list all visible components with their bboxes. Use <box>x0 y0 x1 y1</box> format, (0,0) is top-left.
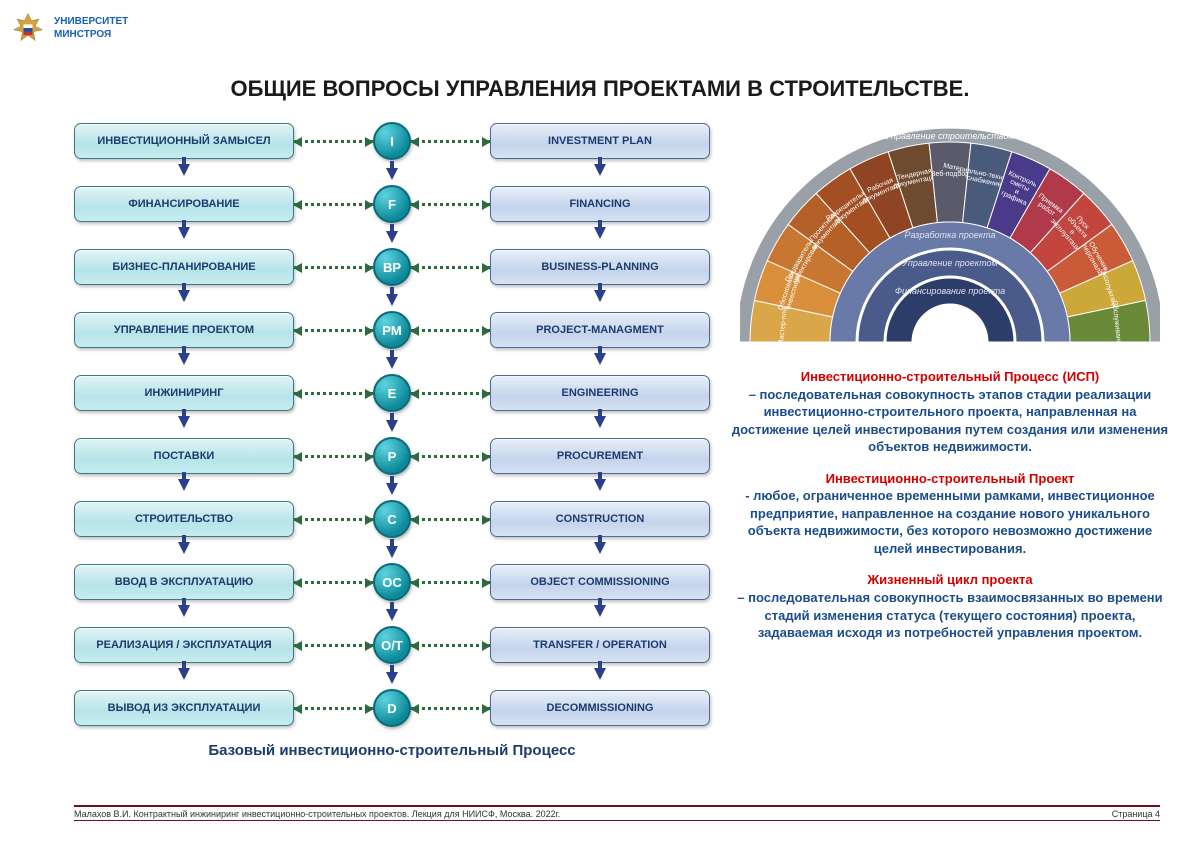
right-panel: Мастер-планОбоснованиеинвестицийПредвари… <box>730 120 1170 656</box>
connector-left <box>294 455 373 458</box>
connector-right <box>411 518 490 521</box>
connector-left <box>294 707 373 710</box>
flow-box-en: OBJECT COMMISSIONING <box>490 564 710 600</box>
svg-text:Финансирование проекта: Финансирование проекта <box>895 286 1005 296</box>
flow-code-circle: D <box>373 689 411 727</box>
org-line1: УНИВЕРСИТЕТ <box>54 15 128 28</box>
flow-row: ПОСТАВКИ P PROCUREMENT <box>74 435 710 477</box>
definition-title: Жизненный цикл проекта <box>730 571 1170 589</box>
flow-box-ru: СТРОИТЕЛЬСТВО <box>74 501 294 537</box>
flowchart-caption: Базовый инвестиционно-строительный Проце… <box>74 742 710 759</box>
semicircle-diagram: Мастер-планОбоснованиеинвестицийПредвари… <box>740 120 1160 350</box>
footer: Малахов В.И. Контрактный инжиниринг инве… <box>74 805 1160 821</box>
flow-box-en: CONSTRUCTION <box>490 501 710 537</box>
flow-box-ru: ИНЖИНИРИНГ <box>74 375 294 411</box>
flow-row: ВЫВОД ИЗ ЭКСПЛУАТАЦИИ D DECOMMISSIONING <box>74 687 710 729</box>
flow-box-en: DECOMMISSIONING <box>490 690 710 726</box>
flow-row: ФИНАНСИРОВАНИЕ F FINANCING <box>74 183 710 225</box>
connector-right <box>411 455 490 458</box>
flow-code-circle: E <box>373 374 411 412</box>
connector-right <box>411 140 490 143</box>
definition-title: Инвестиционно-строительный Процесс (ИСП) <box>730 368 1170 386</box>
connector-right <box>411 329 490 332</box>
connector-right <box>411 203 490 206</box>
org-header: УНИВЕРСИТЕТ МИНСТРОЯ <box>10 10 128 46</box>
flow-row: ВВОД В ЭКСПЛУАТАЦИЮ OC OBJECT COMMISSIONIN… <box>74 561 710 603</box>
flow-code-circle: O/T <box>373 626 411 664</box>
connector-left <box>294 140 373 143</box>
connector-left <box>294 203 373 206</box>
flow-box-en: PROCUREMENT <box>490 438 710 474</box>
flow-code-circle: C <box>373 500 411 538</box>
flow-code-circle: P <box>373 437 411 475</box>
flow-row: УПРАВЛЕНИЕ ПРОЕКТОМ PM PROJECT-MANAGMENT <box>74 309 710 351</box>
flow-row: БИЗНЕС-ПЛАНИРОВАНИЕ BP BUSINESS-PLANNING <box>74 246 710 288</box>
connector-right <box>411 581 490 584</box>
connector-left <box>294 644 373 647</box>
flow-code-circle: PM <box>373 311 411 349</box>
definitions: Инвестиционно-строительный Процесс (ИСП)… <box>730 368 1170 642</box>
flow-box-ru: ВВОД В ЭКСПЛУАТАЦИЮ <box>74 564 294 600</box>
flow-code-circle: I <box>373 122 411 160</box>
footer-left: Малахов В.И. Контрактный инжиниринг инве… <box>74 809 560 818</box>
connector-right <box>411 644 490 647</box>
definition-body: - любое, ограниченное временными рамками… <box>730 487 1170 557</box>
connector-right <box>411 266 490 269</box>
definition-body: – последовательная совокупность взаимосв… <box>730 589 1170 642</box>
flow-code-circle: BP <box>373 248 411 286</box>
connector-left <box>294 329 373 332</box>
emblem-icon <box>10 10 46 46</box>
flow-box-en: FINANCING <box>490 186 710 222</box>
connector-left <box>294 392 373 395</box>
flow-box-ru: ФИНАНСИРОВАНИЕ <box>74 186 294 222</box>
flow-box-en: ENGINEERING <box>490 375 710 411</box>
definition-body: – последовательная совокупность этапов с… <box>730 386 1170 456</box>
connector-left <box>294 581 373 584</box>
flow-box-ru: УПРАВЛЕНИЕ ПРОЕКТОМ <box>74 312 294 348</box>
flow-box-en: PROJECT-MANAGMENT <box>490 312 710 348</box>
flowchart: ИНВЕСТИЦИОННЫЙ ЗАМЫСЕЛ I INVESTMENT PLAN ФИ… <box>74 120 710 759</box>
flow-box-ru: РЕАЛИЗАЦИЯ / ЭКСПЛУАТАЦИЯ <box>74 627 294 663</box>
page-title: ОБЩИЕ ВОПРОСЫ УПРАВЛЕНИЯ ПРОЕКТАМИ В СТР… <box>0 76 1200 102</box>
svg-text:Управление строительством: Управление строительством <box>884 131 1014 141</box>
definition-title: Инвестиционно-строительный Проект <box>730 470 1170 488</box>
flow-row: ИНЖИНИРИНГ E ENGINEERING <box>74 372 710 414</box>
flow-box-ru: ИНВЕСТИЦИОННЫЙ ЗАМЫСЕЛ <box>74 123 294 159</box>
connector-left <box>294 518 373 521</box>
connector-right <box>411 392 490 395</box>
flow-box-ru: БИЗНЕС-ПЛАНИРОВАНИЕ <box>74 249 294 285</box>
flow-code-circle: F <box>373 185 411 223</box>
flow-row: РЕАЛИЗАЦИЯ / ЭКСПЛУАТАЦИЯ O/T TRANSFER / O… <box>74 624 710 666</box>
svg-text:Управление проектом: Управление проектом <box>901 258 997 268</box>
flow-row: СТРОИТЕЛЬСТВО C CONSTRUCTION <box>74 498 710 540</box>
svg-text:Разработка проекта: Разработка проекта <box>904 230 995 240</box>
footer-right: Страница 4 <box>1112 809 1160 818</box>
flow-row: ИНВЕСТИЦИОННЫЙ ЗАМЫСЕЛ I INVESTMENT PLAN <box>74 120 710 162</box>
flow-box-en: TRANSFER / OPERATION <box>490 627 710 663</box>
org-line2: МИНСТРОЯ <box>54 28 128 41</box>
connector-right <box>411 707 490 710</box>
flow-box-ru: ВЫВОД ИЗ ЭКСПЛУАТАЦИИ <box>74 690 294 726</box>
flow-box-ru: ПОСТАВКИ <box>74 438 294 474</box>
flow-code-circle: OC <box>373 563 411 601</box>
connector-left <box>294 266 373 269</box>
flow-box-en: INVESTMENT PLAN <box>490 123 710 159</box>
flow-box-en: BUSINESS-PLANNING <box>490 249 710 285</box>
